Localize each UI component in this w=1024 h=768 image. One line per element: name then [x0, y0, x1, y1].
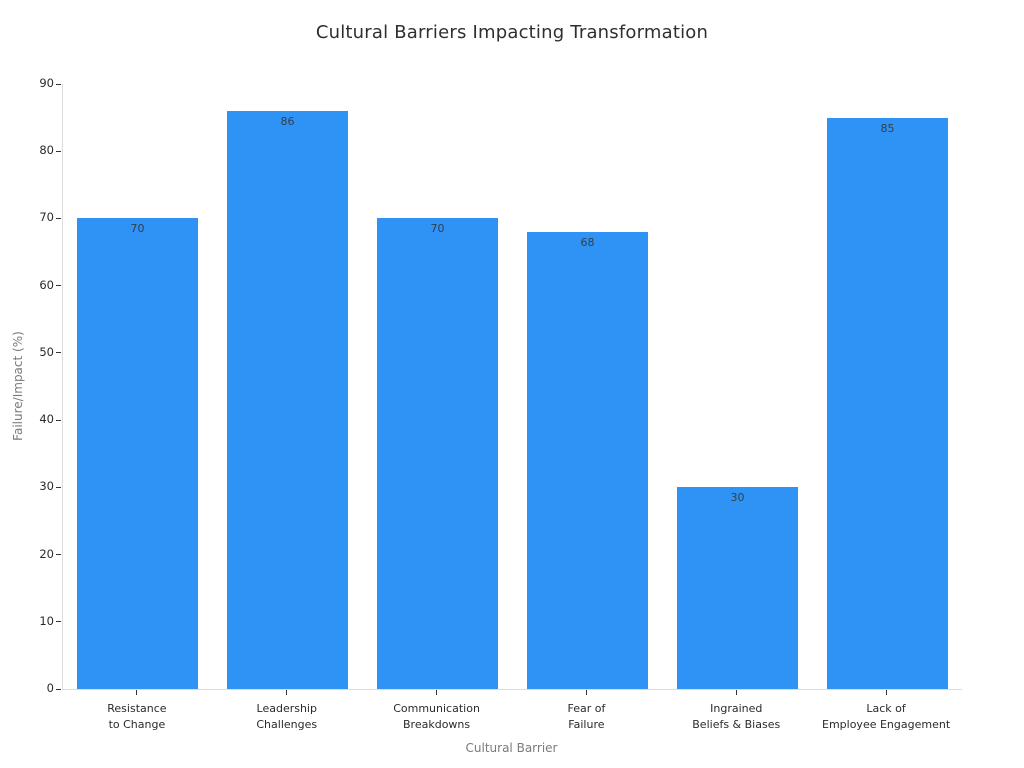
- y-tick-label: 40: [39, 412, 54, 427]
- y-tick-label: 50: [39, 344, 54, 359]
- x-tick-mark: [286, 690, 288, 695]
- x-category-label: Fear of Failure: [567, 702, 606, 731]
- y-axis-label: Failure/Impact (%): [11, 331, 25, 441]
- y-tick-mark: [56, 352, 61, 354]
- x-tick-mark: [885, 690, 887, 695]
- bar-value-label: 30: [730, 491, 745, 504]
- bar-value-label: 85: [880, 122, 895, 135]
- y-tick-mark: [56, 217, 61, 219]
- y-tick-mark: [56, 621, 61, 623]
- y-tick-label: 60: [39, 277, 54, 292]
- bar-value-label: 68: [580, 236, 595, 249]
- y-tick-mark: [56, 554, 61, 556]
- x-tick-mark: [735, 690, 737, 695]
- y-tick-label: 30: [39, 479, 54, 494]
- plot-area: 70 86 70 68 30 85: [62, 84, 962, 690]
- y-tick-label: 0: [46, 681, 54, 695]
- x-tick-mark: [585, 690, 587, 695]
- chart-title: Cultural Barriers Impacting Transformati…: [315, 22, 709, 43]
- bar-value-label: 70: [430, 222, 445, 235]
- y-tick-label: 10: [39, 613, 54, 628]
- y-tick-label: 80: [39, 143, 54, 158]
- y-tick-mark: [56, 419, 61, 421]
- bar-value-label: 86: [280, 115, 295, 128]
- y-tick-mark: [56, 150, 61, 152]
- y-tick-label: 70: [39, 210, 54, 225]
- x-category-label: Resistance to Change: [107, 702, 167, 731]
- bar: 86: [227, 111, 348, 689]
- y-tick-label: 20: [39, 546, 54, 561]
- x-category-label: Communication Breakdowns: [393, 702, 480, 731]
- y-tick-label: 90: [39, 76, 54, 90]
- bar: 68: [527, 232, 648, 689]
- y-tick-mark: [56, 688, 61, 690]
- bar: 70: [377, 218, 498, 689]
- x-category-label: Leadership Challenges: [256, 702, 318, 731]
- bar: 30: [677, 487, 798, 689]
- bar: 85: [827, 118, 948, 689]
- bar: 70: [77, 218, 198, 689]
- y-tick-mark: [56, 83, 61, 85]
- bar-value-label: 70: [130, 222, 145, 235]
- x-category-label: Ingrained Beliefs & Biases: [692, 702, 781, 731]
- y-tick-mark: [56, 486, 61, 488]
- x-tick-mark: [136, 690, 138, 695]
- x-axis-label: Cultural Barrier: [465, 741, 558, 755]
- x-tick-mark: [436, 690, 438, 695]
- y-tick-mark: [56, 285, 61, 287]
- x-category-label: Lack of Employee Engagement: [822, 702, 951, 731]
